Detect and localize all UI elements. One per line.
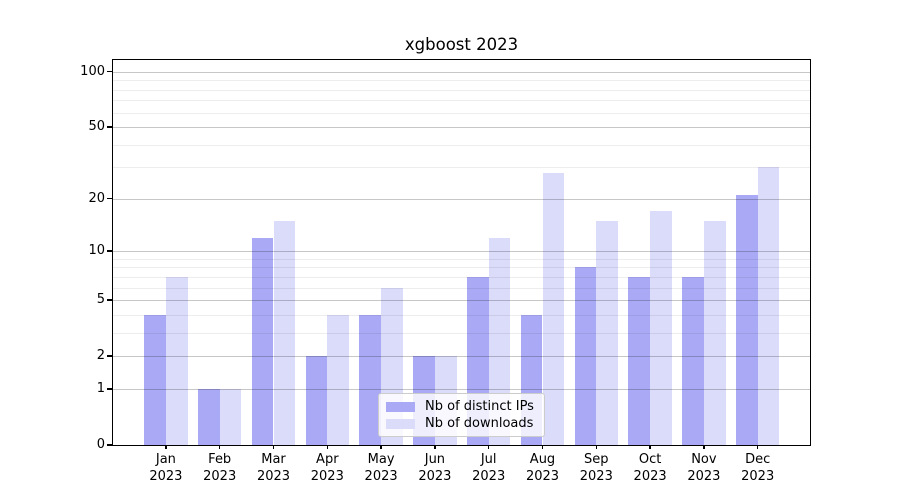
x-tick-label-jan: Jan 2023 — [149, 452, 183, 484]
gridline-major-2 — [113, 356, 810, 358]
x-tick-mark — [703, 445, 705, 449]
x-tick-label-jul: Jul 2023 — [472, 452, 506, 484]
legend-label: Nb of distinct IPs — [425, 398, 534, 414]
x-tick-label-dec: Dec 2023 — [741, 452, 775, 484]
y-tick-label-10: 10 — [88, 243, 105, 259]
x-tick-mark — [541, 445, 544, 449]
x-tick-mark — [757, 445, 759, 449]
legend-swatch-distinct-ips — [386, 401, 415, 412]
y-tick-label-5: 5 — [96, 292, 105, 308]
legend-item: Nb of distinct IPs — [379, 399, 544, 415]
gridline-minor-7 — [113, 276, 810, 278]
y-tick-mark — [107, 388, 113, 390]
x-tick-label-may: May 2023 — [364, 452, 398, 484]
bar-downloads-apr — [327, 314, 350, 445]
x-tick-label-apr: Apr 2023 — [310, 452, 344, 484]
x-tick-label-oct: Oct 2023 — [633, 452, 667, 484]
bar-distinct-ips-dec — [735, 194, 758, 445]
x-tick-mark — [434, 445, 436, 449]
x-tick-label-feb: Feb 2023 — [203, 452, 237, 484]
x-tick-mark — [595, 445, 597, 449]
bar-downloads-nov — [703, 220, 726, 445]
bar-downloads-oct — [650, 211, 672, 445]
gridline-major-1 — [113, 388, 810, 390]
bar-downloads-dec — [757, 167, 780, 445]
bar-downloads-feb — [219, 388, 242, 445]
bar-distinct-ips-may — [359, 314, 382, 445]
bar-downloads-aug — [542, 172, 565, 445]
legend-item: Nb of downloads — [379, 416, 544, 432]
bar-distinct-ips-oct — [628, 276, 651, 445]
gridline-minor-90 — [113, 80, 810, 82]
gridline-major-100 — [113, 71, 810, 73]
x-tick-mark — [380, 445, 382, 449]
gridline-minor-3 — [113, 332, 810, 334]
bar-distinct-ips-feb — [197, 388, 220, 445]
legend-label: Nb of downloads — [425, 415, 534, 431]
gridline-minor-80 — [113, 89, 810, 91]
gridline-major-20 — [113, 198, 810, 200]
y-tick-mark — [107, 126, 113, 128]
x-tick-mark — [219, 445, 221, 449]
bar-downloads-sep — [596, 220, 619, 445]
gridline-minor-6 — [113, 287, 810, 289]
y-tick-label-50: 50 — [88, 118, 105, 134]
gridline-minor-40 — [113, 144, 810, 146]
legend-swatch-downloads — [386, 418, 415, 429]
bar-downloads-jan — [165, 276, 188, 445]
gridline-major-50 — [113, 126, 810, 128]
gridline-minor-70 — [113, 100, 810, 102]
legend: Nb of distinct IPs Nb of downloads — [378, 393, 545, 437]
bar-distinct-ips-mar — [251, 237, 274, 445]
gridline-minor-8 — [113, 267, 810, 269]
bar-distinct-ips-apr — [305, 356, 328, 445]
gridline-minor-60 — [113, 112, 810, 114]
gridline-major-10 — [113, 251, 810, 253]
bar-distinct-ips-jan — [144, 314, 166, 445]
y-tick-mark — [107, 250, 113, 252]
y-tick-mark — [107, 299, 113, 301]
y-tick-mark — [107, 198, 113, 200]
x-tick-label-jun: Jun 2023 — [418, 452, 452, 484]
gridline-major-5 — [113, 300, 810, 302]
y-tick-mark — [107, 355, 113, 357]
y-tick-label-20: 20 — [88, 190, 105, 206]
x-tick-mark — [272, 445, 275, 449]
gridline-minor-9 — [113, 258, 810, 260]
y-tick-label-100: 100 — [80, 63, 105, 79]
y-tick-label-1: 1 — [96, 380, 105, 396]
chart-title: xgboost 2023 — [404, 35, 519, 54]
gridline-minor-30 — [113, 167, 810, 169]
y-tick-label-0: 0 — [96, 437, 105, 452]
bar-distinct-ips-sep — [574, 267, 597, 445]
x-tick-label-sep: Sep 2023 — [579, 452, 613, 484]
y-tick-mark — [107, 71, 113, 73]
x-tick-mark — [488, 445, 490, 449]
x-tick-label-aug: Aug 2023 — [525, 452, 560, 484]
plot-area — [113, 60, 810, 445]
x-tick-mark — [165, 445, 167, 449]
bar-distinct-ips-nov — [682, 276, 704, 445]
y-tick-mark — [107, 444, 113, 446]
gridline-minor-4 — [113, 314, 810, 316]
bar-downloads-mar — [273, 220, 296, 445]
x-tick-mark — [326, 445, 328, 449]
y-tick-label-2: 2 — [96, 348, 105, 364]
x-tick-label-mar: Mar 2023 — [256, 452, 291, 484]
x-tick-label-nov: Nov 2023 — [687, 452, 721, 484]
x-tick-mark — [649, 445, 651, 449]
